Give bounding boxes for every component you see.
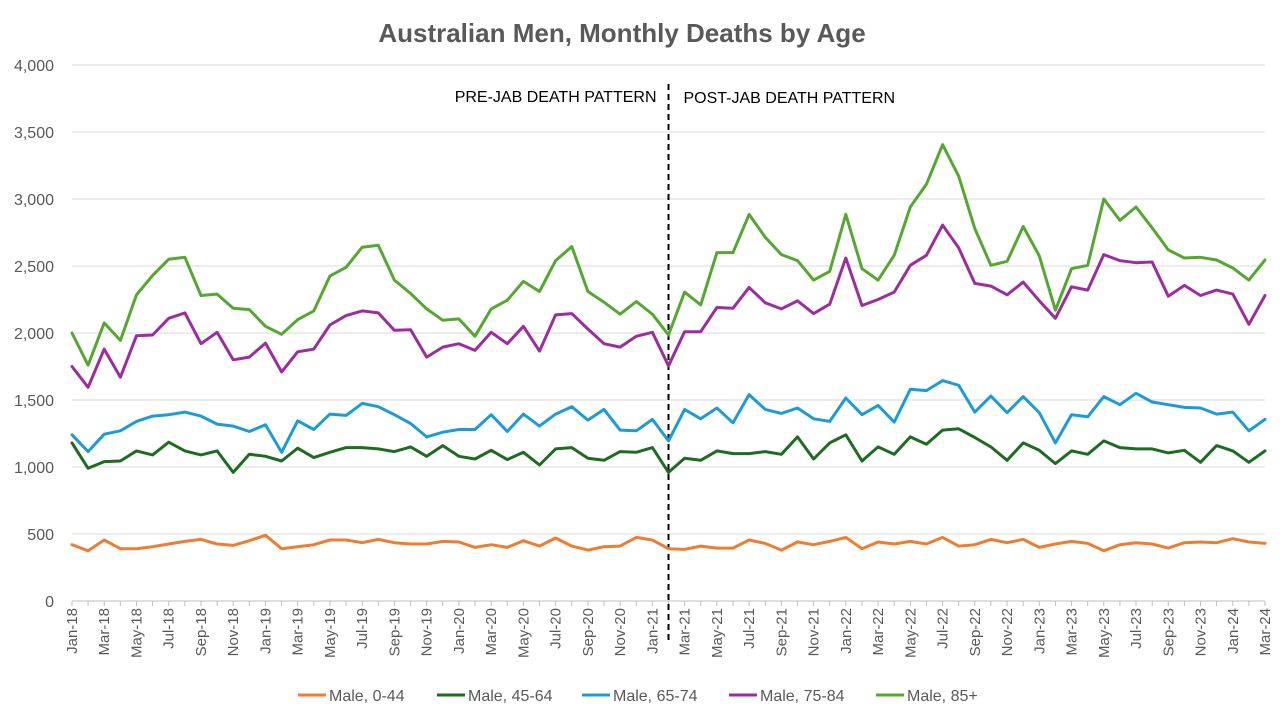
x-tick-label: Jul-20 [548,608,565,649]
x-tick-label: Sep-18 [193,608,210,656]
y-tick-label: 2,500 [14,259,54,276]
y-tick-label: 3,000 [14,192,54,209]
y-tick-label: 1,500 [14,393,54,410]
series-line-1 [70,427,1267,474]
x-tick-label: Jan-20 [451,608,468,654]
x-tick-label: Nov-20 [612,608,629,656]
post-jab-label: POST-JAB DEATH PATTERN [684,90,896,107]
x-tick-label: Jul-19 [354,608,371,649]
x-tick-label: Mar-20 [483,608,500,656]
x-tick-label: Mar-21 [677,608,694,656]
x-axis: Jan-18 Mar-18 May-18 Jul-18 Sep-18 Nov-18 Jan-… [64,600,1274,658]
x-tick-label: Jan-23 [1031,608,1048,654]
y-tick-label: 3,500 [14,125,54,142]
x-tick-label: Sep-22 [967,608,984,656]
x-tick-label: May-18 [128,608,145,658]
x-tick-label: Mar-18 [96,608,113,656]
x-tick-label: Jul-18 [161,608,178,649]
y-axis: 0 500 1,000 1,500 2,000 2,500 3,000 3,500 4,000 [14,58,54,611]
x-tick-label: May-20 [515,608,532,658]
x-tick-label: Jul-21 [741,608,758,649]
pre-jab-label: PRE-JAB DEATH PATTERN [455,89,657,106]
x-tick-label: Jan-24 [1225,608,1242,654]
legend: Male, 0-44 Male, 45-64 Male, 65-74 Male, 75… [298,688,978,705]
x-tick-label: Nov-22 [999,608,1016,656]
series-line-3 [70,223,1267,389]
x-tick-label: May-22 [902,608,919,658]
x-tick-label: Nov-23 [1193,608,1210,656]
y-tick-label: 0 [45,594,54,611]
x-tick-label: May-21 [709,608,726,658]
x-tick-label: Jan-22 [838,608,855,654]
y-tick-label: 2,000 [14,326,54,343]
x-tick-label: Jan-21 [644,608,661,654]
x-tick-label: Nov-18 [225,608,242,656]
y-tick-label: 500 [27,527,54,544]
x-tick-label: May-23 [1096,608,1113,658]
legend-label: Male, 65-74 [613,688,698,705]
x-tick-label: Jan-18 [64,608,81,654]
series-line-2 [70,379,1267,454]
legend-label: Male, 75-84 [760,688,845,705]
y-tick-label: 1,000 [14,460,54,477]
x-tick-label: Mar-19 [290,608,307,656]
x-tick-label: Jan-19 [257,608,274,654]
x-tick-label: Mar-24 [1257,608,1274,656]
x-tick-label: Sep-19 [386,608,403,656]
x-tick-label: Jul-22 [935,608,952,649]
x-tick-label: Sep-21 [773,608,790,656]
x-tick-label: May-19 [322,608,339,658]
chart-title: Australian Men, Monthly Deaths by Age [378,18,865,48]
legend-label: Male, 85+ [907,688,978,705]
x-tick-label: Mar-23 [1064,608,1081,656]
series-lines [70,143,1267,553]
x-tick-label: Nov-19 [419,608,436,656]
x-tick-label: Nov-21 [806,608,823,656]
x-tick-label: Sep-23 [1160,608,1177,656]
x-tick-label: Jul-23 [1128,608,1145,649]
series-line-0 [70,533,1267,553]
divider: PRE-JAB DEATH PATTERN POST-JAB DEATH PATT… [455,84,895,640]
x-tick-label: Mar-22 [870,608,887,656]
y-tick-label: 4,000 [14,58,54,75]
legend-label: Male, 45-64 [468,688,553,705]
series-line-4 [70,143,1267,367]
x-tick-label: Sep-20 [580,608,597,656]
legend-label: Male, 0-44 [329,688,405,705]
